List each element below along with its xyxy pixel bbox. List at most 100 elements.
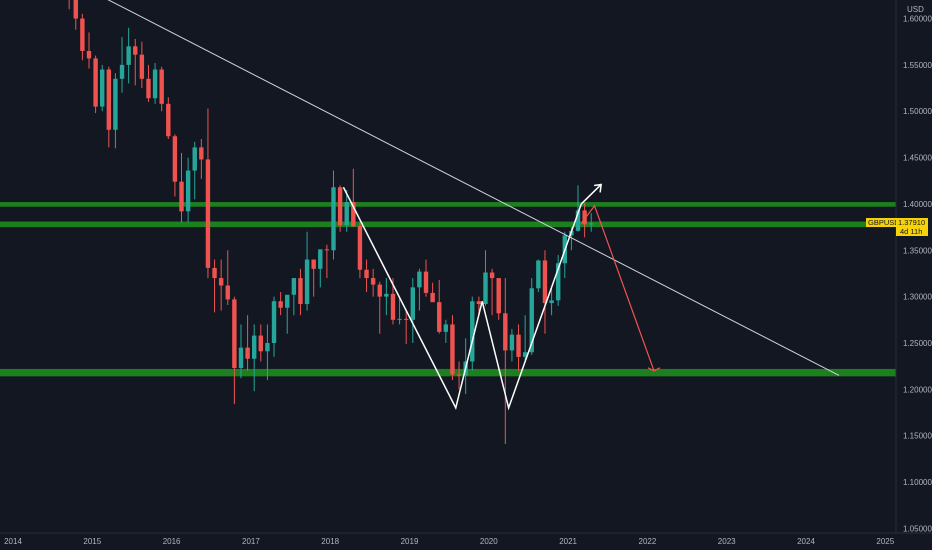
candle-body — [113, 78, 118, 130]
time-tick-label: 2017 — [242, 537, 260, 546]
candle-body — [516, 334, 521, 357]
candle-body — [370, 278, 376, 285]
price-tick-label: 1.15000 — [903, 432, 932, 441]
time-tick-label: 2021 — [559, 537, 577, 546]
price-tick-label: 1.55000 — [903, 61, 932, 70]
candle-body — [351, 202, 356, 227]
candle-body — [139, 54, 145, 79]
candle-body — [344, 202, 349, 226]
candle-body — [522, 352, 528, 357]
candle-body — [304, 259, 310, 305]
candle-body — [232, 299, 237, 369]
candle-body — [503, 313, 508, 351]
arrow-up-line — [580, 183, 602, 205]
trend-line — [107, 0, 840, 376]
arrow-down-head — [647, 367, 661, 372]
candle-body — [476, 301, 482, 305]
candle-body — [331, 187, 336, 251]
candle-body — [225, 285, 230, 300]
price-tick-label: 1.30000 — [903, 293, 932, 302]
last-price-tag: GBPUSD 1.37910 4d 11h — [866, 218, 928, 236]
candle-body — [483, 272, 488, 305]
candle-body — [529, 288, 534, 353]
candle-body — [166, 103, 171, 137]
candle-body — [291, 278, 297, 295]
time-tick-label: 2023 — [718, 537, 736, 546]
price-tick-label: 1.40000 — [903, 200, 932, 209]
time-tick-label: 2020 — [480, 537, 498, 546]
candle-body — [106, 69, 112, 130]
candle-body — [126, 46, 131, 65]
candle-body — [212, 267, 217, 279]
candle-body — [245, 347, 250, 359]
candle-body — [179, 181, 184, 212]
candle-body — [238, 347, 244, 369]
candle-body — [417, 271, 422, 288]
time-axis[interactable]: 2014 2015 2016 2017 2018 2019 2020 2021 2022 2023… — [4, 537, 895, 546]
candle-body — [549, 300, 554, 304]
drawing-tools — [107, 0, 840, 411]
time-tick-label: 2025 — [876, 537, 894, 546]
candle-body — [146, 78, 151, 99]
candle-body — [384, 293, 389, 297]
candle-body — [410, 287, 415, 320]
price-axis[interactable]: 1.60000 1.55000 1.50000 1.45000 1.40000 1.350… — [903, 15, 932, 534]
candle-body — [133, 46, 138, 55]
price-tick-label: 1.10000 — [903, 478, 932, 487]
candle-body — [337, 187, 343, 226]
candle-body — [582, 210, 587, 225]
time-tick-label: 2016 — [163, 537, 181, 546]
candle-body — [555, 263, 561, 301]
price-tick-label: 1.50000 — [903, 107, 932, 116]
candle-body — [390, 293, 396, 320]
candle-body — [100, 69, 105, 107]
candle-body — [93, 58, 98, 107]
candle-body — [199, 147, 204, 160]
candle-body — [285, 294, 290, 308]
candle-body — [489, 272, 495, 279]
candle-body — [423, 271, 429, 293]
price-tick-label: 1.60000 — [903, 15, 932, 24]
candle-body — [218, 278, 224, 286]
zone-2 — [0, 368, 896, 377]
zone-1 — [0, 221, 896, 228]
candle-body — [456, 374, 462, 376]
candle-body — [298, 278, 303, 305]
candle-body — [318, 249, 323, 269]
candle-body — [575, 210, 581, 231]
time-tick-label: 2024 — [797, 537, 815, 546]
candle-body — [364, 269, 369, 279]
candle-body — [324, 249, 330, 251]
time-tick-label: 2018 — [321, 537, 339, 546]
candle-body — [86, 50, 92, 59]
candle-body — [496, 278, 501, 314]
candle-body — [357, 226, 363, 270]
candle-body — [278, 301, 283, 308]
price-tick-label: 1.05000 — [903, 524, 932, 533]
symbol-tag-bg — [866, 218, 896, 227]
countdown-tag: 4d 11h — [900, 227, 922, 236]
candle-body — [258, 335, 264, 352]
price-tag-bg — [896, 218, 928, 236]
candle-body — [271, 301, 277, 343]
price-tick-label: 1.20000 — [903, 385, 932, 394]
price-tick-label: 1.35000 — [903, 246, 932, 255]
candle-body — [397, 318, 402, 320]
candle-body — [252, 335, 257, 359]
candle-body — [311, 259, 316, 269]
time-tick-label: 2022 — [639, 537, 657, 546]
candle-body — [192, 147, 197, 171]
candle-body — [443, 324, 449, 332]
candle-body — [437, 302, 442, 332]
candle-body — [377, 284, 382, 297]
candle-body — [542, 260, 548, 304]
candle-body — [159, 69, 164, 104]
w-pattern — [342, 186, 583, 411]
time-tick-label: 2015 — [83, 537, 101, 546]
support-resistance-zones — [0, 202, 896, 377]
price-tick-label: 1.25000 — [903, 339, 932, 348]
price-tag-value: 1.37910 — [898, 218, 925, 227]
candlestick-series — [68, 0, 594, 445]
